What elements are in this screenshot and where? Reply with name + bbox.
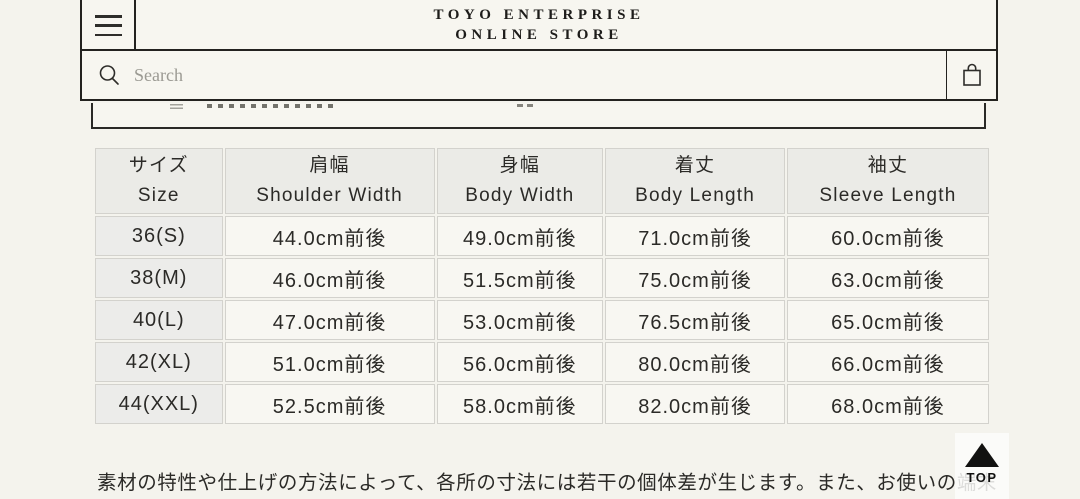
cell-body-width: 49.0cm前後	[436, 216, 604, 256]
store-title-line1: TOYO ENTERPRISE	[433, 6, 645, 23]
cell-body-width: 53.0cm前後	[436, 300, 604, 340]
table-row: 38(M) 46.0cm前後 51.5cm前後 75.0cm前後 63.0cm前…	[95, 258, 989, 298]
cell-shoulder: 51.0cm前後	[224, 342, 435, 382]
cell-size: 40(L)	[95, 300, 223, 340]
store-title: TOYO ENTERPRISE ONLINE STORE	[82, 0, 996, 49]
column-header-body-width: 身幅 Body Width	[436, 148, 604, 214]
back-to-top-label: TOP	[966, 470, 998, 485]
cell-shoulder: 46.0cm前後	[224, 258, 435, 298]
cart-button[interactable]	[946, 51, 996, 99]
cell-size: 38(M)	[95, 258, 223, 298]
search-bar	[82, 51, 996, 101]
column-header-en: Body Width	[465, 185, 575, 206]
column-header-jp: 身幅	[499, 155, 541, 176]
cell-shoulder: 47.0cm前後	[224, 300, 435, 340]
column-header-jp: 肩幅	[309, 155, 350, 176]
size-chart-table: サイズ Size 肩幅 Shoulder Width 身幅 Body Width…	[93, 146, 991, 426]
hamburger-icon	[94, 15, 122, 36]
column-header-sleeve-length: 袖丈 Sleeve Length	[786, 148, 989, 214]
cell-body-length: 76.5cm前後	[605, 300, 785, 340]
clipped-text-fragment	[170, 104, 183, 109]
cell-sleeve: 66.0cm前後	[786, 342, 989, 382]
menu-button[interactable]	[82, 0, 136, 51]
cell-body-length: 75.0cm前後	[605, 258, 785, 298]
cell-size: 36(S)	[95, 216, 223, 256]
table-row: 42(XL) 51.0cm前後 56.0cm前後 80.0cm前後 66.0cm…	[95, 342, 989, 382]
cell-size: 44(XXL)	[95, 384, 223, 424]
site-header: TOYO ENTERPRISE ONLINE STORE	[80, 0, 998, 101]
table-row: 44(XXL) 52.5cm前後 58.0cm前後 82.0cm前後 68.0c…	[95, 384, 989, 424]
search-icon[interactable]	[97, 63, 121, 87]
cell-body-length: 71.0cm前後	[605, 216, 785, 256]
cell-body-width: 51.5cm前後	[436, 258, 604, 298]
column-header-en: Sleeve Length	[819, 185, 957, 206]
clipped-content-box	[91, 103, 986, 129]
clipped-text-fragment	[207, 104, 337, 108]
cell-sleeve: 65.0cm前後	[786, 300, 989, 340]
cell-size: 42(XL)	[95, 342, 223, 382]
cell-body-width: 58.0cm前後	[436, 384, 604, 424]
title-bar: TOYO ENTERPRISE ONLINE STORE	[82, 0, 996, 51]
column-header-en: Size	[137, 185, 180, 206]
size-disclaimer-text: 素材の特性や仕上げの方法によって、各所の寸法には若干の個体差が生じます。また、お…	[97, 472, 998, 494]
search-input[interactable]	[121, 51, 946, 99]
clipped-text-fragment	[517, 104, 535, 107]
table-row: 40(L) 47.0cm前後 53.0cm前後 76.5cm前後 65.0cm前…	[95, 300, 989, 340]
column-header-jp: 着丈	[674, 155, 716, 176]
cell-shoulder: 52.5cm前後	[224, 384, 435, 424]
table-header-row: サイズ Size 肩幅 Shoulder Width 身幅 Body Width…	[95, 148, 989, 214]
cell-sleeve: 68.0cm前後	[786, 384, 989, 424]
triangle-up-icon	[965, 443, 999, 467]
cell-body-width: 56.0cm前後	[436, 342, 604, 382]
column-header-en: Shoulder Width	[256, 185, 403, 206]
column-header-shoulder-width: 肩幅 Shoulder Width	[224, 148, 435, 214]
cell-body-length: 80.0cm前後	[605, 342, 785, 382]
cell-body-length: 82.0cm前後	[605, 384, 785, 424]
cell-sleeve: 63.0cm前後	[786, 258, 989, 298]
store-title-line2: ONLINE STORE	[455, 26, 623, 43]
column-header-en: Body Length	[635, 185, 755, 206]
table-row: 36(S) 44.0cm前後 49.0cm前後 71.0cm前後 60.0cm前…	[95, 216, 989, 256]
back-to-top-button[interactable]: TOP	[955, 433, 1009, 499]
column-header-jp: 袖丈	[867, 155, 909, 176]
cell-sleeve: 60.0cm前後	[786, 216, 989, 256]
column-header-jp: サイズ	[128, 155, 189, 176]
column-header-size: サイズ Size	[95, 148, 223, 214]
shopping-bag-icon	[959, 61, 985, 89]
column-header-body-length: 着丈 Body Length	[605, 148, 785, 214]
cell-shoulder: 44.0cm前後	[224, 216, 435, 256]
